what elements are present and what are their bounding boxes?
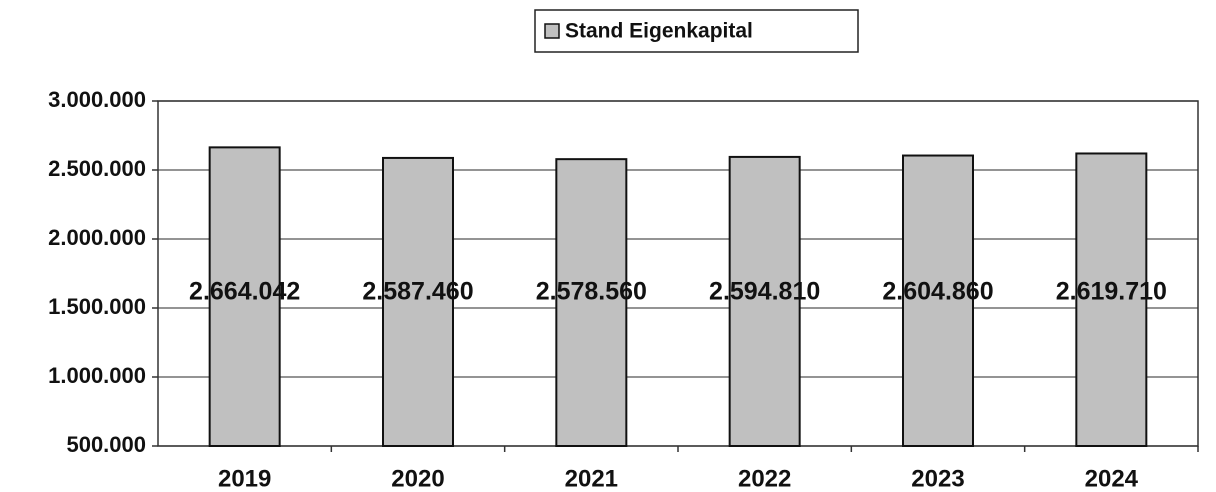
y-tick-label: 2.000.000	[48, 225, 146, 250]
plot-frame	[157, 100, 1199, 447]
y-tick-label: 2.500.000	[48, 156, 146, 181]
x-tick-label: 2024	[1085, 465, 1139, 492]
x-tick-label: 2023	[911, 465, 964, 492]
legend-box	[534, 9, 859, 53]
bar	[382, 156, 454, 448]
data-label: 2.664.042	[189, 278, 300, 306]
data-label: 2.619.710	[1056, 278, 1167, 306]
y-tick-label: 3.000.000	[48, 87, 146, 112]
y-tick-label: 1.500.000	[48, 294, 146, 319]
data-label: 2.604.860	[882, 278, 993, 306]
legend-label: Stand Eigenkapital	[565, 20, 753, 43]
y-tick-label: 500.000	[66, 432, 146, 457]
data-label: 2.578.560	[536, 278, 647, 306]
y-tick-label: 1.000.000	[48, 363, 146, 388]
bar	[902, 154, 974, 447]
legend-swatch	[544, 23, 560, 39]
bar	[555, 158, 628, 447]
x-tick-label: 2022	[738, 465, 791, 492]
bar	[208, 146, 281, 447]
x-tick-label: 2021	[565, 465, 618, 492]
x-tick-label: 2020	[391, 465, 444, 492]
x-tick-label: 2019	[218, 465, 271, 492]
data-label: 2.594.810	[709, 278, 820, 306]
data-label: 2.587.460	[362, 278, 473, 306]
bar	[1075, 152, 1148, 448]
bar	[728, 155, 801, 447]
